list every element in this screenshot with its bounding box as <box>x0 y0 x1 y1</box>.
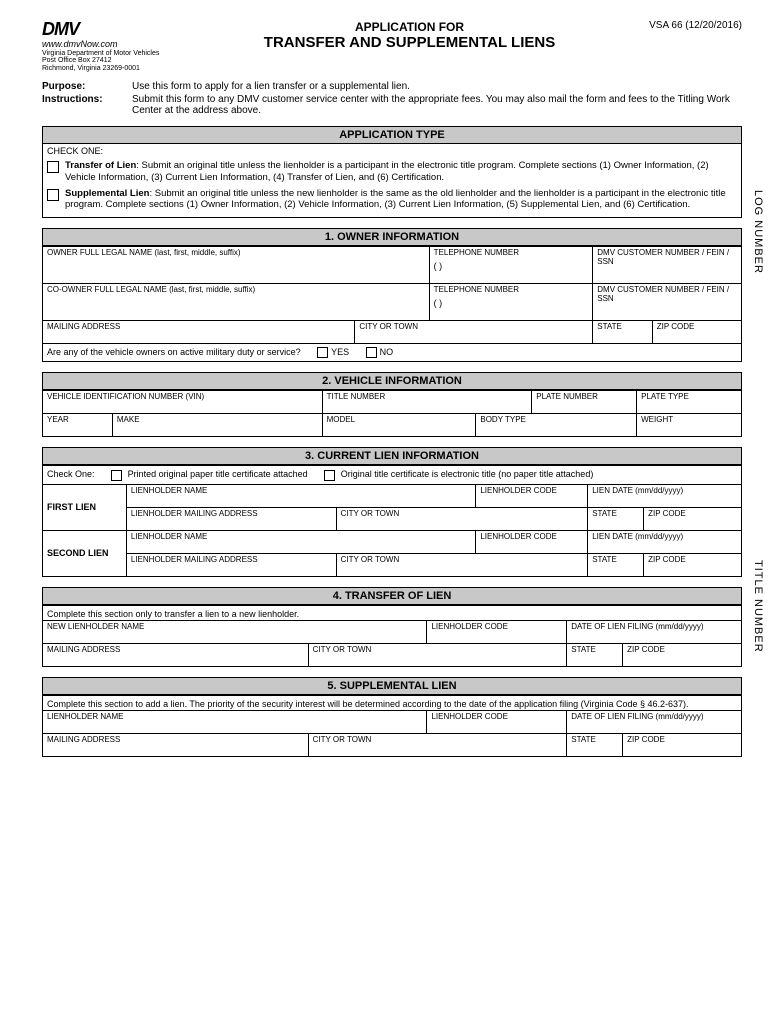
cell-owner-dmv-number[interactable]: DMV CUSTOMER NUMBER / FEIN / SSN <box>593 247 742 284</box>
cell-first-lh-mail[interactable]: LIENHOLDER MAILING ADDRESS <box>126 507 336 530</box>
cell-first-lien-date[interactable]: LIEN DATE (mm/dd/yyyy) <box>588 484 742 507</box>
cell-year[interactable]: YEAR <box>43 414 113 437</box>
cell-supp-zip[interactable]: ZIP CODE <box>623 733 742 756</box>
cell-coowner-name[interactable]: CO-OWNER FULL LEGAL NAME (last, first, m… <box>43 284 430 321</box>
owner-table: OWNER FULL LEGAL NAME (last, first, midd… <box>42 246 742 362</box>
cell-transfer-zip[interactable]: ZIP CODE <box>623 643 742 666</box>
cell-city[interactable]: CITY OR TOWN <box>355 321 593 344</box>
agency-line-3: Richmond, Virginia 23269-0001 <box>42 65 187 73</box>
section-header-current-lien: 3. CURRENT LIEN INFORMATION <box>42 447 742 465</box>
section-header-supplemental: 5. SUPPLEMENTAL LIEN <box>42 677 742 695</box>
section-header-application-type: APPLICATION TYPE <box>42 126 742 144</box>
check-one-label: CHECK ONE: <box>43 144 741 158</box>
cell-first-state[interactable]: STATE <box>588 507 644 530</box>
cell-military-question: Are any of the vehicle owners on active … <box>43 344 742 362</box>
dmv-url: www.dmvNow.com <box>42 40 187 50</box>
label-no: NO <box>380 347 394 357</box>
label-second-lien: SECOND LIEN <box>43 530 127 576</box>
cell-weight[interactable]: WEIGHT <box>637 414 742 437</box>
cell-second-city[interactable]: CITY OR TOWN <box>336 553 588 576</box>
supplemental-table: Complete this section to add a lien. The… <box>42 695 742 757</box>
cell-make[interactable]: MAKE <box>112 414 322 437</box>
side-label-title: TITLE NUMBER <box>752 560 764 653</box>
intro: Purpose: Use this form to apply for a li… <box>42 81 742 116</box>
cell-owner-telephone[interactable]: TELEPHONE NUMBER( ) <box>429 247 593 284</box>
cell-first-city[interactable]: CITY OR TOWN <box>336 507 588 530</box>
transfer-table: Complete this section only to transfer a… <box>42 605 742 667</box>
cell-plate-type[interactable]: PLATE TYPE <box>637 391 742 414</box>
cell-new-lh-name[interactable]: NEW LIENHOLDER NAME <box>43 620 427 643</box>
checkbox-military-yes[interactable] <box>317 347 328 358</box>
section-header-vehicle: 2. VEHICLE INFORMATION <box>42 372 742 390</box>
form-id: VSA 66 (12/20/2016) <box>632 20 742 31</box>
cell-first-lh-code[interactable]: LIENHOLDER CODE <box>476 484 588 507</box>
agency-line-2: Post Office Box 27412 <box>42 57 187 65</box>
label-paper-title: Printed original paper title certificate… <box>128 469 308 479</box>
checkbox-paper-title[interactable] <box>111 470 122 481</box>
cell-transfer-mailing[interactable]: MAILING ADDRESS <box>43 643 309 666</box>
dmv-logo: DMV <box>42 20 187 40</box>
option-supplemental-text: Supplemental Lien: Submit an original ti… <box>65 188 737 212</box>
cell-owner-name[interactable]: OWNER FULL LEGAL NAME (last, first, midd… <box>43 247 430 284</box>
logo-block: DMV www.dmvNow.com Virginia Department o… <box>42 20 187 73</box>
cell-vin[interactable]: VEHICLE IDENTIFICATION NUMBER (VIN) <box>43 391 323 414</box>
instructions-text: Submit this form to any DMV customer ser… <box>132 94 742 116</box>
cell-plate-number[interactable]: PLATE NUMBER <box>532 391 637 414</box>
military-question-text: Are any of the vehicle owners on active … <box>47 347 301 357</box>
cell-supp-state[interactable]: STATE <box>567 733 623 756</box>
check-one-text: Check One: <box>47 469 95 479</box>
cell-second-state[interactable]: STATE <box>588 553 644 576</box>
cell-transfer-lh-code[interactable]: LIENHOLDER CODE <box>427 620 567 643</box>
form-page: LOG NUMBER TITLE NUMBER DMV www.dmvNow.c… <box>0 0 770 777</box>
cell-supp-lh-code[interactable]: LIENHOLDER CODE <box>427 710 567 733</box>
cell-second-lh-code[interactable]: LIENHOLDER CODE <box>476 530 588 553</box>
cell-supp-city[interactable]: CITY OR TOWN <box>308 733 567 756</box>
label-yes: YES <box>331 347 349 357</box>
cell-second-lien-date[interactable]: LIEN DATE (mm/dd/yyyy) <box>588 530 742 553</box>
cell-model[interactable]: MODEL <box>322 414 476 437</box>
cell-body-type[interactable]: BODY TYPE <box>476 414 637 437</box>
vehicle-table: VEHICLE IDENTIFICATION NUMBER (VIN) TITL… <box>42 390 742 437</box>
cell-zip[interactable]: ZIP CODE <box>652 321 741 344</box>
label-electronic-title: Original title certificate is electronic… <box>341 469 594 479</box>
cell-second-lh-name[interactable]: LIENHOLDER NAME <box>126 530 475 553</box>
checkbox-electronic-title[interactable] <box>324 470 335 481</box>
cell-first-lh-name[interactable]: LIENHOLDER NAME <box>126 484 475 507</box>
section-header-transfer: 4. TRANSFER OF LIEN <box>42 587 742 605</box>
cell-transfer-state[interactable]: STATE <box>567 643 623 666</box>
title-block: APPLICATION FOR TRANSFER AND SUPPLEMENTA… <box>187 20 632 51</box>
agency-line-1: Virginia Department of Motor Vehicles <box>42 50 187 58</box>
cell-mailing-address[interactable]: MAILING ADDRESS <box>43 321 355 344</box>
cell-check-one-row: Check One: Printed original paper title … <box>43 466 742 484</box>
cell-supp-lh-name[interactable]: LIENHOLDER NAME <box>43 710 427 733</box>
cell-coowner-dmv-number[interactable]: DMV CUSTOMER NUMBER / FEIN / SSN <box>593 284 742 321</box>
cell-second-lh-mail[interactable]: LIENHOLDER MAILING ADDRESS <box>126 553 336 576</box>
cell-supplemental-note: Complete this section to add a lien. The… <box>43 695 742 710</box>
cell-title-number[interactable]: TITLE NUMBER <box>322 391 532 414</box>
cell-transfer-note: Complete this section only to transfer a… <box>43 605 742 620</box>
purpose-text: Use this form to apply for a lien transf… <box>132 81 742 92</box>
cell-transfer-filing-date[interactable]: DATE OF LIEN FILING (mm/dd/yyyy) <box>567 620 742 643</box>
purpose-label: Purpose: <box>42 81 132 92</box>
section-header-owner: 1. OWNER INFORMATION <box>42 228 742 246</box>
cell-coowner-telephone[interactable]: TELEPHONE NUMBER( ) <box>429 284 593 321</box>
current-lien-table: Check One: Printed original paper title … <box>42 465 742 576</box>
cell-supp-filing-date[interactable]: DATE OF LIEN FILING (mm/dd/yyyy) <box>567 710 742 733</box>
option-transfer-text: Transfer of Lien: Submit an original tit… <box>65 160 737 184</box>
cell-supp-mailing[interactable]: MAILING ADDRESS <box>43 733 309 756</box>
instructions-label: Instructions: <box>42 94 132 116</box>
checkbox-supplemental-lien[interactable] <box>47 189 59 201</box>
checkbox-military-no[interactable] <box>366 347 377 358</box>
cell-transfer-city[interactable]: CITY OR TOWN <box>308 643 567 666</box>
cell-state[interactable]: STATE <box>593 321 652 344</box>
side-label-log: LOG NUMBER <box>752 190 764 274</box>
header: DMV www.dmvNow.com Virginia Department o… <box>42 20 742 73</box>
label-first-lien: FIRST LIEN <box>43 484 127 530</box>
cell-first-zip[interactable]: ZIP CODE <box>644 507 742 530</box>
checkbox-transfer-of-lien[interactable] <box>47 161 59 173</box>
application-type-box: CHECK ONE: Transfer of Lien: Submit an o… <box>42 144 742 219</box>
cell-second-zip[interactable]: ZIP CODE <box>644 553 742 576</box>
title-line-1: APPLICATION FOR <box>187 20 632 34</box>
title-line-2: TRANSFER AND SUPPLEMENTAL LIENS <box>187 34 632 51</box>
